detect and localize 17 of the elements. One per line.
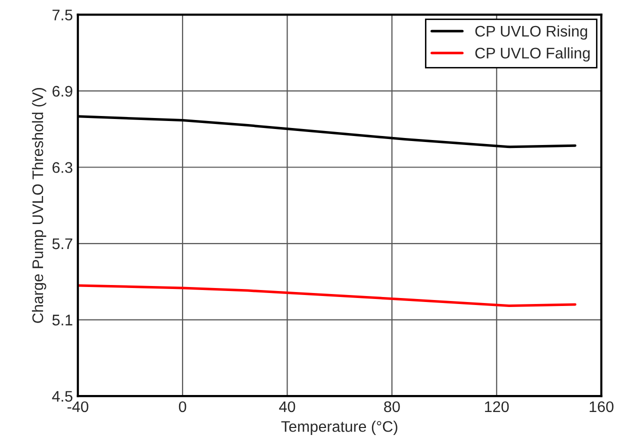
x-tick-label: 160 [590, 401, 614, 412]
y-tick-label: 4.5 [52, 391, 72, 402]
x-tick-label: 80 [384, 401, 400, 412]
y-tick-label: 5.7 [52, 238, 72, 250]
x-tick-label: 0 [178, 401, 186, 412]
y-tick-label: 5.1 [52, 314, 72, 326]
legend-label: CP UVLO Rising [475, 25, 588, 40]
y-tick-label: 7.5 [52, 10, 72, 20]
legend-label: CP UVLO Falling [475, 47, 590, 62]
x-tick-label: -40 [68, 401, 88, 412]
y-axis-title: Charge Pump UVLO Threshold (V) [32, 88, 46, 323]
y-tick-label: 6.3 [52, 162, 72, 173]
x-tick-label: 40 [279, 401, 296, 412]
y-tick-label: 6.9 [52, 86, 72, 97]
line-series [78, 284, 576, 308]
x-tick-label: 120 [485, 401, 509, 412]
x-axis-title: Temperature (°C) [281, 420, 398, 435]
